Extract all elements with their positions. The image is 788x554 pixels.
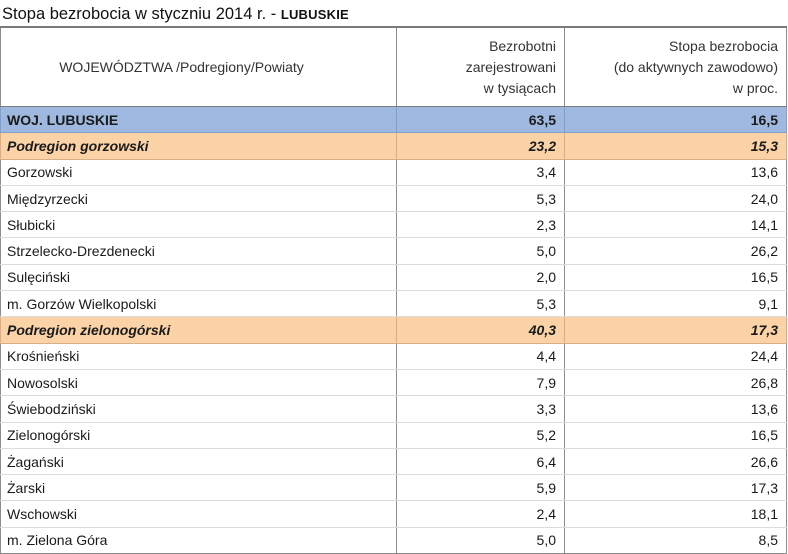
- row-name: m. Zielona Góra: [0, 526, 397, 554]
- table-row: Gorzowski 3,4 13,6: [0, 158, 787, 186]
- row-registered: 5,2: [396, 421, 565, 449]
- table-row: Podregion zielonogórski 40,3 17,3: [0, 316, 787, 344]
- row-registered: 63,5: [396, 105, 565, 134]
- header-rate-line: (do aktywnych zawodowo): [613, 58, 778, 75]
- header-rate-line: w proc.: [732, 79, 778, 96]
- row-rate: 24,0: [564, 184, 787, 213]
- table-header-row: WOJEWÓDZTWA /Podregiony/Powiaty Bezrobot…: [0, 26, 787, 107]
- row-registered: 40,3: [396, 316, 565, 344]
- row-registered: 7,9: [396, 368, 565, 397]
- row-rate: 26,6: [564, 447, 787, 476]
- table-row: Krośnieński 4,4 24,4: [0, 342, 787, 370]
- table-row: Wschowski 2,4 18,1: [0, 500, 787, 528]
- row-rate: 26,2: [564, 237, 787, 265]
- table-row: Sulęciński 2,0 16,5: [0, 263, 787, 292]
- row-registered: 5,3: [396, 290, 565, 318]
- table-body: WOJ. LUBUSKIE 63,5 16,5 Podregion gorzowski…: [0, 105, 787, 554]
- table-row: m. Gorzów Wielkopolski 5,3 9,1: [0, 290, 787, 318]
- header-registered: Bezrobotni zarejestrowani w tysiącach: [396, 26, 565, 107]
- table-row: WOJ. LUBUSKIE 63,5 16,5: [0, 105, 787, 134]
- row-name: Słubicki: [0, 211, 397, 239]
- table-row: Żagański 6,4 26,6: [0, 447, 787, 476]
- row-registered: 2,3: [396, 211, 565, 239]
- row-name: m. Gorzów Wielkopolski: [0, 290, 397, 318]
- row-name: Międzyrzecki: [0, 184, 397, 213]
- row-rate: 17,3: [564, 474, 787, 502]
- unemployment-table: WOJEWÓDZTWA /Podregiony/Powiaty Bezrobot…: [0, 26, 787, 554]
- table-row: Świebodziński 3,3 13,6: [0, 395, 787, 423]
- header-rate-line: Stopa bezrobocia: [669, 37, 778, 54]
- table-row: Nowosolski 7,9 26,8: [0, 368, 787, 397]
- table-row: Żarski 5,9 17,3: [0, 474, 787, 502]
- row-rate: 13,6: [564, 395, 787, 423]
- row-registered: 2,0: [396, 263, 565, 292]
- row-name: Zielonogórski: [0, 421, 397, 449]
- row-rate: 9,1: [564, 290, 787, 318]
- title-main: Stopa bezrobocia w styczniu 2014 r. -: [2, 5, 281, 23]
- row-registered: 5,0: [396, 237, 565, 265]
- table-row: Międzyrzecki 5,3 24,0: [0, 184, 787, 213]
- row-name: Żarski: [0, 474, 397, 502]
- row-name: Gorzowski: [0, 158, 397, 186]
- row-rate: 16,5: [564, 263, 787, 292]
- row-rate: 18,1: [564, 500, 787, 528]
- row-registered: 5,9: [396, 474, 565, 502]
- table-row: m. Zielona Góra 5,0 8,5: [0, 526, 787, 554]
- row-name: Żagański: [0, 447, 397, 476]
- row-rate: 17,3: [564, 316, 787, 344]
- row-registered: 3,4: [396, 158, 565, 186]
- header-registered-line: zarejestrowani: [465, 58, 556, 75]
- row-registered: 3,3: [396, 395, 565, 423]
- row-rate: 16,5: [564, 105, 787, 134]
- row-rate: 16,5: [564, 421, 787, 449]
- row-rate: 15,3: [564, 132, 787, 160]
- header-registered-line: w tysiącach: [483, 79, 556, 96]
- row-name: Krośnieński: [0, 342, 397, 370]
- table-row: Słubicki 2,3 14,1: [0, 211, 787, 239]
- row-registered: 4,4: [396, 342, 565, 370]
- row-rate: 14,1: [564, 211, 787, 239]
- row-registered: 23,2: [396, 132, 565, 160]
- header-rate: Stopa bezrobocia (do aktywnych zawodowo)…: [564, 26, 787, 107]
- table-row: Strzelecko-Drezdenecki 5,0 26,2: [0, 237, 787, 265]
- row-name: WOJ. LUBUSKIE: [0, 105, 397, 134]
- row-rate: 24,4: [564, 342, 787, 370]
- title-region: LUBUSKIE: [280, 7, 349, 22]
- row-rate: 13,6: [564, 158, 787, 186]
- row-name: Podregion zielonogórski: [0, 316, 397, 344]
- row-registered: 5,0: [396, 526, 565, 554]
- row-name: Nowosolski: [0, 368, 397, 397]
- row-name: Podregion gorzowski: [0, 132, 397, 160]
- row-registered: 6,4: [396, 447, 565, 476]
- row-rate: 26,8: [564, 368, 787, 397]
- row-name: Strzelecko-Drezdenecki: [0, 237, 397, 265]
- page-title: Stopa bezrobocia w styczniu 2014 r. - LU…: [2, 2, 349, 26]
- row-registered: 5,3: [396, 184, 565, 213]
- row-name: Świebodziński: [0, 395, 397, 423]
- table-row: Podregion gorzowski 23,2 15,3: [0, 132, 787, 160]
- header-registered-line: Bezrobotni: [489, 37, 556, 54]
- row-name: Wschowski: [0, 500, 397, 528]
- row-registered: 2,4: [396, 500, 565, 528]
- header-name: WOJEWÓDZTWA /Podregiony/Powiaty: [0, 26, 397, 107]
- row-rate: 8,5: [564, 526, 787, 554]
- table-row: Zielonogórski 5,2 16,5: [0, 421, 787, 449]
- row-name: Sulęciński: [0, 263, 397, 292]
